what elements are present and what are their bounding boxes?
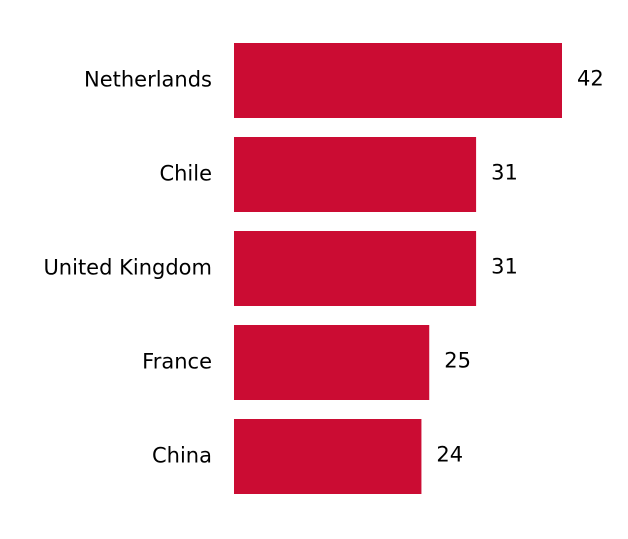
value-label: 25 [444,349,471,373]
category-label: France [142,350,212,374]
bar [234,43,562,118]
bar [234,137,477,212]
bar [234,325,430,400]
category-label: United Kingdom [43,256,212,280]
value-label: 31 [491,161,518,185]
category-label: Netherlands [84,68,212,92]
category-label: Chile [159,162,212,186]
value-label: 42 [577,67,604,91]
value-label: 31 [491,255,518,279]
bar [234,231,477,306]
value-label: 24 [436,443,463,467]
bar [234,419,422,494]
category-label: China [152,444,212,468]
